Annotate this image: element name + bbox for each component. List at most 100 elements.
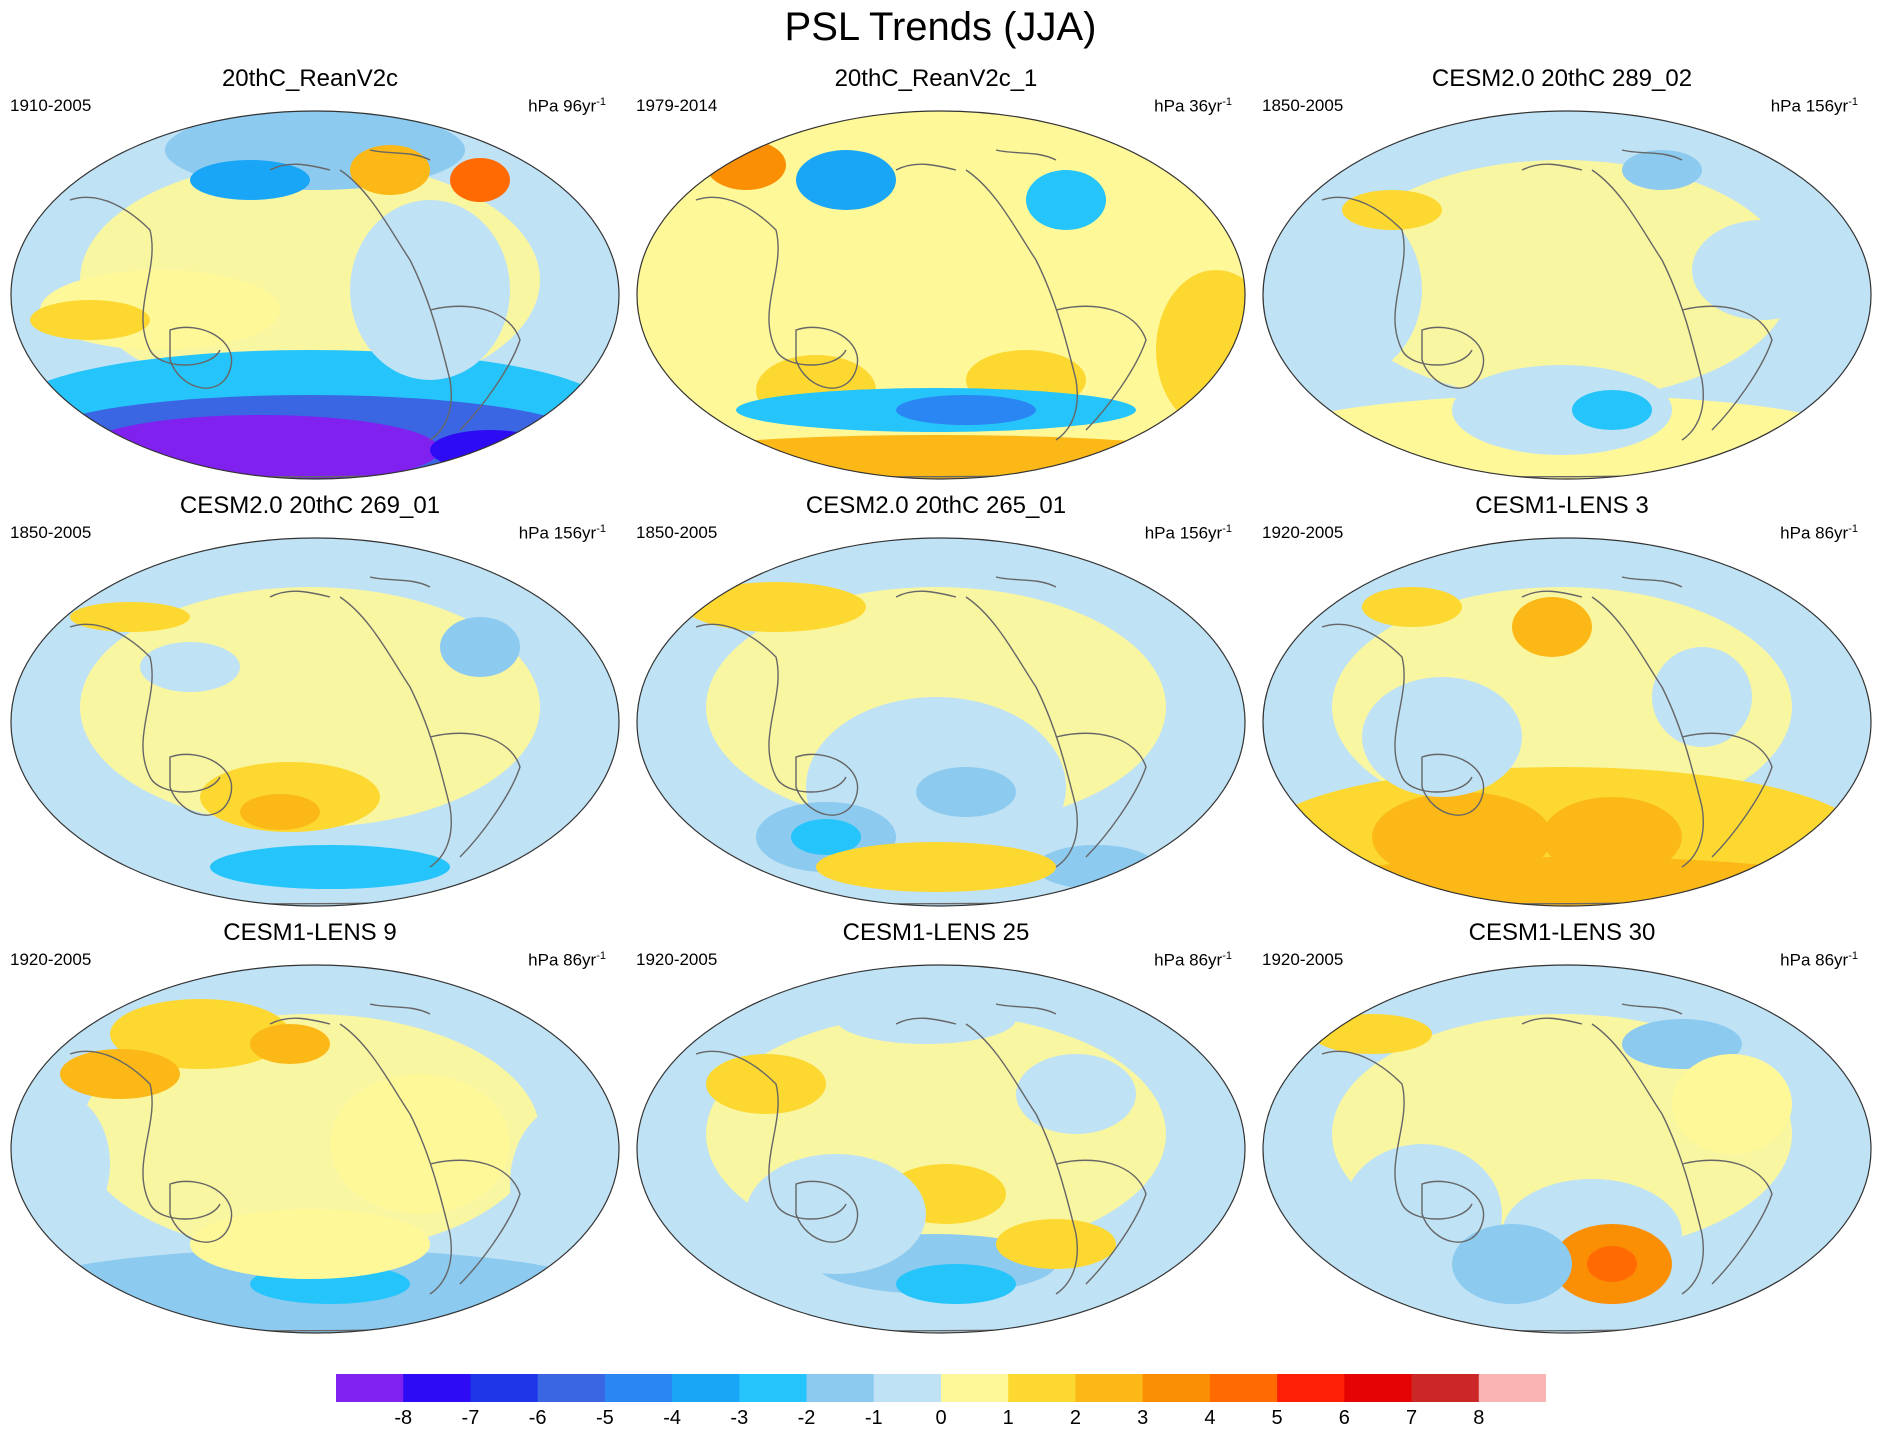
trend-contour bbox=[1016, 1054, 1136, 1134]
trend-contour bbox=[430, 430, 550, 470]
coastline bbox=[69, 623, 221, 793]
map-border bbox=[10, 110, 620, 480]
coastline bbox=[169, 753, 233, 816]
trend-contour bbox=[896, 1264, 1016, 1304]
panel-units: hPa 86yr-1 bbox=[528, 950, 606, 970]
trend-contour bbox=[1622, 1019, 1742, 1069]
coastline bbox=[1421, 1180, 1485, 1243]
trend-contour bbox=[110, 999, 290, 1069]
panel-title: 20thC_ReanV2c_1 bbox=[834, 65, 1038, 92]
trend-contour bbox=[706, 1054, 826, 1114]
coastline bbox=[1521, 1003, 1683, 1025]
trend-contour bbox=[1812, 617, 1871, 817]
trend-contour bbox=[1362, 677, 1522, 797]
coastline bbox=[795, 326, 859, 389]
coastline bbox=[1521, 149, 1683, 171]
map-projection bbox=[636, 964, 1246, 1334]
trend-contour bbox=[916, 767, 1016, 817]
trend-contour bbox=[1362, 587, 1462, 627]
trend-contour bbox=[1692, 220, 1832, 320]
trend-contour bbox=[1542, 797, 1682, 877]
panel-period: 1920-2005 bbox=[1262, 523, 1344, 542]
panel-units: hPa 86yr-1 bbox=[1780, 950, 1858, 970]
trend-contour bbox=[210, 845, 450, 889]
map-border bbox=[1262, 537, 1872, 907]
coastline bbox=[1681, 732, 1773, 858]
trend-contour bbox=[350, 145, 430, 195]
colorbar-swatch bbox=[1142, 1374, 1211, 1402]
colorbar-swatch bbox=[604, 1374, 673, 1402]
coastline bbox=[695, 196, 847, 366]
trend-contour bbox=[190, 1209, 430, 1279]
trend-contour bbox=[1452, 365, 1672, 455]
panel-title: CESM1-LENS 3 bbox=[1475, 492, 1649, 519]
panel-units: hPa 96yr-1 bbox=[528, 96, 606, 116]
coastline bbox=[695, 623, 847, 793]
trend-contour bbox=[686, 582, 866, 632]
trend-contour bbox=[1812, 1074, 1871, 1254]
coastline bbox=[695, 1050, 847, 1220]
trend-contour bbox=[736, 125, 1136, 175]
colorbar-swatch bbox=[403, 1374, 471, 1402]
colorbar-tick-label: 1 bbox=[1002, 1407, 1014, 1429]
colorbar-swatch bbox=[873, 1374, 942, 1402]
colorbar-tick-label: -5 bbox=[595, 1407, 614, 1429]
coastline bbox=[1421, 753, 1485, 816]
colorbar-swatch bbox=[941, 1374, 1009, 1402]
map-panel: CESM2.0 20thC 289_02 1850-2005 hPa 156yr-1 bbox=[1252, 64, 1872, 480]
colorbar-swatch bbox=[1075, 1374, 1144, 1402]
coastline bbox=[69, 196, 221, 366]
trend-contour bbox=[896, 395, 1036, 425]
trend-contour bbox=[637, 435, 1236, 479]
trend-contour bbox=[816, 250, 1036, 370]
panel-period: 1979-2014 bbox=[636, 96, 718, 115]
map-panel: CESM1-LENS 25 1920-2005 hPa 86yr-1 bbox=[626, 918, 1246, 1334]
map-panel: CESM2.0 20thC 265_01 1850-2005 hPa 156yr-1 bbox=[626, 491, 1246, 907]
panel-units: hPa 156yr-1 bbox=[1144, 523, 1232, 543]
map-projection bbox=[636, 537, 1246, 907]
trend-contour bbox=[1342, 190, 1442, 230]
colorbar-tick-label: 2 bbox=[1069, 1407, 1081, 1429]
map-projection bbox=[1262, 537, 1872, 907]
coastline bbox=[1521, 576, 1683, 598]
trend-contour bbox=[996, 1219, 1116, 1269]
coastline bbox=[1321, 1050, 1473, 1220]
map-projection bbox=[10, 964, 620, 1334]
trend-contour bbox=[1587, 1246, 1637, 1282]
coastline bbox=[429, 732, 521, 858]
coastline bbox=[269, 576, 431, 598]
trend-contour bbox=[240, 794, 320, 830]
coastline bbox=[1055, 732, 1147, 858]
trend-contour bbox=[450, 158, 510, 202]
colorbar-tick-label: -2 bbox=[797, 1407, 816, 1429]
trend-contour bbox=[796, 150, 896, 210]
figure-title: PSL Trends (JJA) bbox=[784, 5, 1097, 49]
colorbar bbox=[336, 1374, 1546, 1402]
trend-contour bbox=[1156, 270, 1245, 430]
map-projection bbox=[1262, 964, 1872, 1334]
colorbar-tick-label: 4 bbox=[1204, 1407, 1216, 1429]
map-border bbox=[10, 537, 620, 907]
trend-contour bbox=[11, 1094, 110, 1234]
panel-title: CESM2.0 20thC 289_02 bbox=[1431, 65, 1693, 92]
colorbar-tick-label: -7 bbox=[461, 1407, 480, 1429]
colorbar-labels: -8 -7 -6 -5 -4 -3 -2 -1 0 1 2 3 4 5 6 7 8 bbox=[336, 1406, 1546, 1436]
coastline bbox=[795, 1180, 859, 1243]
panel-period: 1920-2005 bbox=[636, 950, 718, 969]
colorbar-swatch bbox=[1209, 1374, 1278, 1402]
colorbar-swatch bbox=[1411, 1374, 1480, 1402]
trend-contour bbox=[1026, 170, 1106, 230]
map-panel: CESM2.0 20thC 269_01 1850-2005 hPa 156yr-1 bbox=[0, 491, 620, 907]
panel-title: CESM1-LENS 25 bbox=[842, 919, 1030, 946]
coastline bbox=[169, 326, 233, 389]
map-panel: 20thC_ReanV2c_1 1979-2014 hPa 36yr-1 bbox=[626, 64, 1246, 480]
coastline bbox=[1681, 1159, 1773, 1285]
trend-contour bbox=[791, 819, 861, 855]
panel-period: 1920-2005 bbox=[10, 950, 92, 969]
coastline bbox=[269, 149, 431, 171]
trend-contour bbox=[30, 300, 150, 340]
colorbar-tick-label: 7 bbox=[1405, 1407, 1418, 1429]
colorbar-swatch bbox=[672, 1374, 740, 1402]
map-panel: CESM1-LENS 30 1920-2005 hPa 86yr-1 bbox=[1252, 918, 1872, 1334]
trend-contour bbox=[330, 1074, 510, 1214]
